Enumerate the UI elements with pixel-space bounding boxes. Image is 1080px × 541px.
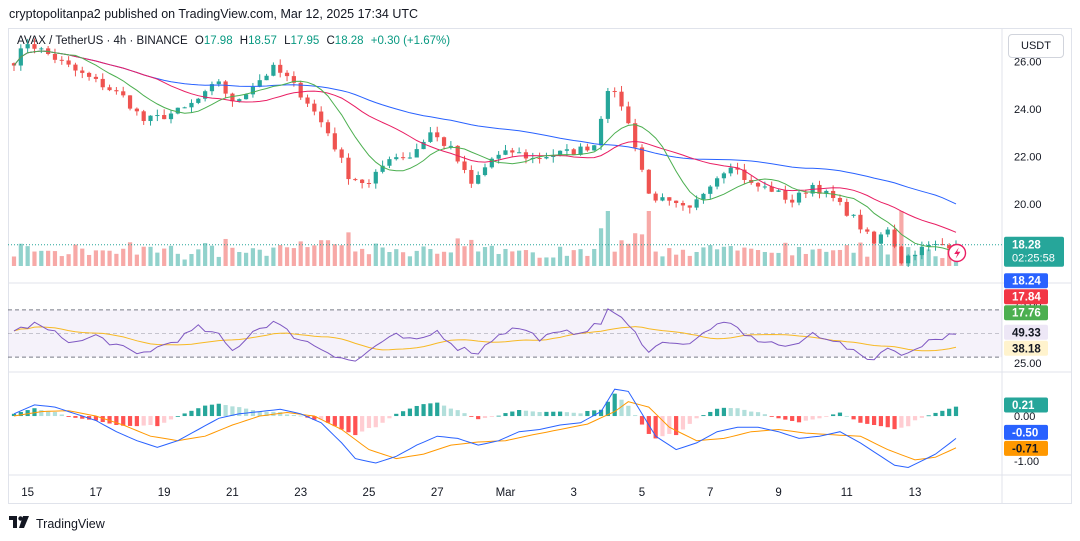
close-label: C xyxy=(326,35,335,47)
change-value: +0.30 (+1.67%) xyxy=(370,35,451,47)
tradingview-logo-icon[interactable] xyxy=(9,516,31,531)
close-value: 18.28 xyxy=(334,35,364,47)
publisher-line: cryptopolitanpa2 published on TradingVie… xyxy=(9,7,419,21)
low-value: 17.95 xyxy=(290,35,320,47)
low-label: L xyxy=(284,35,291,47)
high-label: H xyxy=(239,35,249,47)
chart-frame xyxy=(8,28,1072,504)
high-value: 18.57 xyxy=(248,35,277,47)
open-label: O xyxy=(194,35,204,47)
open-value: 17.98 xyxy=(203,35,233,47)
symbol-legend: AVAX / TetherUS · 4h · BINANCE O17.98 H1… xyxy=(17,35,450,47)
currency-button[interactable]: USDT xyxy=(1008,34,1064,58)
symbol-name[interactable]: AVAX / TetherUS · 4h · BINANCE xyxy=(17,35,188,47)
footer-brand[interactable]: TradingView xyxy=(36,516,105,531)
footer: TradingView xyxy=(9,516,105,531)
